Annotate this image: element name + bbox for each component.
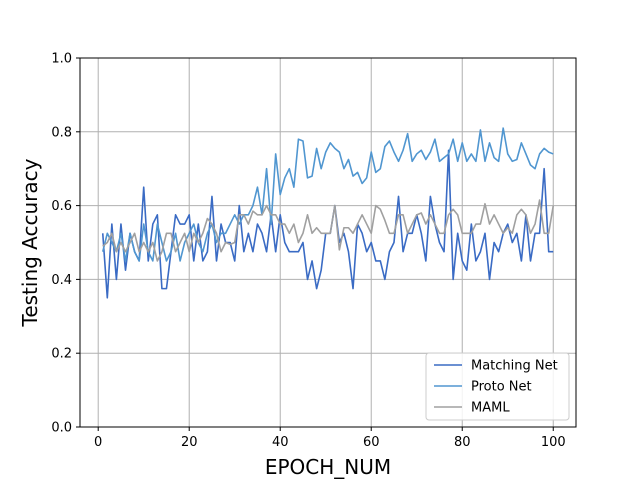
y-tick-label: 0.6 <box>51 199 72 214</box>
plot-frame <box>79 57 577 428</box>
y-tick-label: 1.0 <box>51 52 72 67</box>
legend-label: Proto Net <box>471 380 532 395</box>
x-tick-label: 40 <box>272 435 289 450</box>
legend-label: MAML <box>471 401 510 416</box>
legend-label: Matching Net <box>471 359 558 374</box>
y-tick-label: 0.4 <box>51 273 72 288</box>
legend-box <box>425 352 570 421</box>
x-tick-label: 20 <box>181 435 198 450</box>
x-tick-label: 0 <box>94 435 102 450</box>
y-tick-label: 0.8 <box>51 125 72 140</box>
series-line-maml <box>102 199 555 262</box>
legend: Matching Net Proto Net MAML <box>425 352 570 421</box>
x-tick-label: 60 <box>363 435 380 450</box>
grid-lines <box>80 57 576 428</box>
series-lines <box>101 127 555 299</box>
x-axis-title: EPOCH_NUM <box>265 455 391 479</box>
y-axis-title: Testing Accuracy <box>18 158 42 327</box>
x-tick-label: 100 <box>541 435 566 450</box>
y-tick-label: 0.0 <box>51 421 72 436</box>
axis-ticks: 0 20 40 60 80 100 0.0 0.2 0.4 0.6 0.8 1.0 <box>51 52 565 451</box>
y-tick-label: 0.2 <box>51 347 72 362</box>
x-tick-label: 80 <box>454 435 471 450</box>
